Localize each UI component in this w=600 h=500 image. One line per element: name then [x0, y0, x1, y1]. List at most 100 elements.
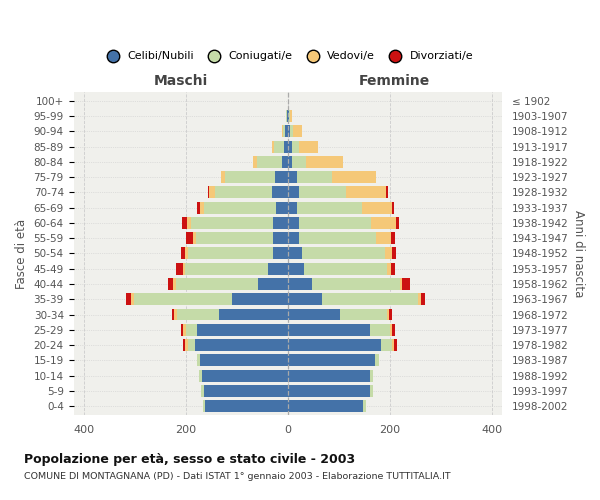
- Bar: [292, 156, 306, 168]
- Bar: [268, 263, 287, 274]
- Bar: [186, 232, 193, 244]
- Bar: [188, 248, 274, 260]
- Bar: [185, 339, 188, 351]
- Bar: [392, 202, 394, 213]
- Bar: [332, 171, 376, 183]
- Bar: [386, 263, 391, 274]
- Bar: [181, 324, 183, 336]
- Bar: [287, 110, 289, 122]
- Bar: [403, 278, 410, 290]
- Bar: [292, 140, 299, 152]
- Bar: [188, 339, 195, 351]
- Bar: [274, 248, 287, 260]
- Bar: [287, 156, 292, 168]
- Text: Maschi: Maschi: [154, 74, 208, 88]
- Bar: [299, 140, 318, 152]
- Bar: [204, 202, 277, 213]
- Bar: [199, 370, 202, 382]
- Bar: [274, 217, 287, 229]
- Bar: [203, 400, 205, 412]
- Bar: [299, 186, 346, 198]
- Bar: [197, 354, 200, 366]
- Bar: [205, 400, 287, 412]
- Bar: [376, 354, 379, 366]
- Bar: [287, 232, 299, 244]
- Bar: [290, 110, 292, 122]
- Bar: [203, 385, 287, 397]
- Text: Femmine: Femmine: [359, 74, 430, 88]
- Bar: [126, 294, 131, 305]
- Bar: [176, 263, 182, 274]
- Bar: [306, 156, 343, 168]
- Bar: [376, 232, 391, 244]
- Bar: [287, 370, 370, 382]
- Bar: [392, 324, 395, 336]
- Bar: [287, 217, 299, 229]
- Bar: [371, 217, 396, 229]
- Legend: Celibi/Nubili, Coniugati/e, Vedovi/e, Divorziati/e: Celibi/Nubili, Coniugati/e, Vedovi/e, Di…: [98, 47, 478, 66]
- Bar: [208, 186, 209, 198]
- Bar: [312, 278, 400, 290]
- Bar: [362, 202, 392, 213]
- Bar: [290, 126, 293, 138]
- Bar: [176, 278, 258, 290]
- Bar: [400, 278, 403, 290]
- Text: Popolazione per età, sesso e stato civile - 2003: Popolazione per età, sesso e stato civil…: [24, 454, 355, 466]
- Bar: [389, 324, 392, 336]
- Bar: [225, 171, 275, 183]
- Bar: [272, 140, 274, 152]
- Bar: [285, 126, 287, 138]
- Bar: [272, 186, 287, 198]
- Bar: [202, 370, 287, 382]
- Bar: [287, 324, 370, 336]
- Bar: [302, 248, 385, 260]
- Bar: [182, 339, 185, 351]
- Bar: [392, 339, 394, 351]
- Bar: [299, 232, 376, 244]
- Bar: [283, 126, 285, 138]
- Bar: [289, 110, 290, 122]
- Bar: [185, 248, 188, 260]
- Bar: [386, 186, 388, 198]
- Text: COMUNE DI MONTAGNANA (PD) - Dati ISTAT 1° gennaio 2003 - Elaborazione TUTTITALIA: COMUNE DI MONTAGNANA (PD) - Dati ISTAT 1…: [24, 472, 451, 481]
- Bar: [293, 126, 302, 138]
- Bar: [172, 308, 175, 320]
- Bar: [304, 263, 386, 274]
- Bar: [363, 400, 366, 412]
- Bar: [287, 400, 363, 412]
- Bar: [391, 232, 395, 244]
- Bar: [389, 308, 392, 320]
- Bar: [187, 217, 191, 229]
- Bar: [275, 171, 287, 183]
- Bar: [392, 248, 397, 260]
- Bar: [299, 217, 371, 229]
- Bar: [173, 278, 176, 290]
- Bar: [287, 294, 322, 305]
- Bar: [418, 294, 421, 305]
- Y-axis label: Anni di nascita: Anni di nascita: [572, 210, 585, 297]
- Bar: [186, 324, 197, 336]
- Bar: [201, 385, 203, 397]
- Bar: [340, 308, 386, 320]
- Bar: [169, 278, 173, 290]
- Bar: [274, 232, 287, 244]
- Bar: [182, 217, 187, 229]
- Bar: [284, 140, 287, 152]
- Bar: [287, 171, 297, 183]
- Bar: [391, 263, 395, 274]
- Bar: [215, 186, 272, 198]
- Bar: [370, 370, 373, 382]
- Bar: [370, 324, 389, 336]
- Bar: [195, 339, 287, 351]
- Bar: [134, 294, 232, 305]
- Bar: [185, 263, 268, 274]
- Bar: [287, 140, 292, 152]
- Bar: [282, 126, 283, 138]
- Bar: [257, 156, 281, 168]
- Bar: [253, 156, 257, 168]
- Bar: [258, 278, 287, 290]
- Bar: [221, 171, 225, 183]
- Bar: [287, 354, 376, 366]
- Bar: [394, 339, 397, 351]
- Bar: [177, 308, 219, 320]
